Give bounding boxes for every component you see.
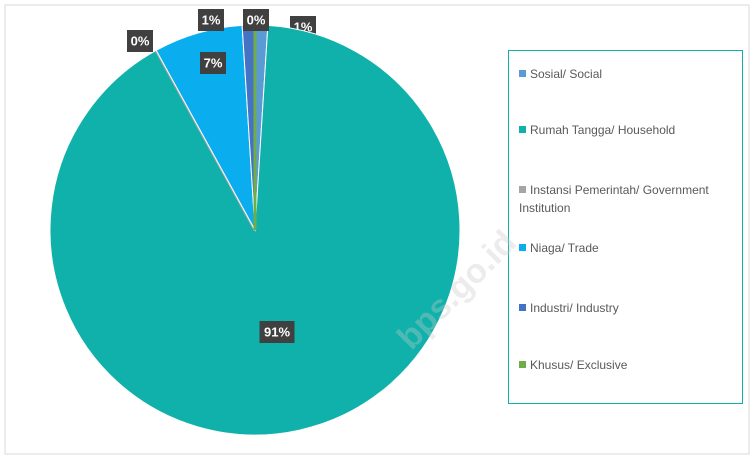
legend-label: Khusus/ Exclusive	[530, 358, 628, 372]
legend-label: Rumah Tangga/ Household	[530, 123, 676, 137]
data-label-text: 0%	[131, 33, 150, 48]
data-label: 7%	[200, 52, 226, 74]
legend-swatch	[519, 244, 526, 251]
data-label: 1%	[198, 9, 224, 31]
legend-label: Industri/ Industry	[530, 301, 619, 315]
legend-item: Instansi Pemerintah/ Government Institut…	[519, 181, 741, 217]
data-label: 0%	[243, 9, 269, 31]
legend-swatch	[519, 361, 526, 368]
data-label-text: 7%	[204, 55, 223, 70]
legend-item: Khusus/ Exclusive	[519, 356, 741, 374]
legend-label: Instansi Pemerintah/ Government Institut…	[519, 183, 709, 215]
legend-item: Rumah Tangga/ Household	[519, 121, 741, 139]
legend-item: Niaga/ Trade	[519, 239, 741, 257]
legend-label: Niaga/ Trade	[530, 241, 599, 255]
legend: Sosial/ Social Rumah Tangga/ Household Ins…	[508, 50, 743, 404]
data-label-text: 1%	[202, 12, 221, 27]
data-label: 91%	[259, 321, 295, 343]
legend-item: Industri/ Industry	[519, 299, 741, 317]
legend-item: Sosial/ Social	[519, 65, 741, 83]
data-label-box	[127, 30, 153, 52]
data-label: 0%	[127, 30, 153, 52]
legend-swatch	[519, 70, 526, 77]
legend-swatch	[519, 186, 526, 193]
legend-swatch	[519, 304, 526, 311]
chart-border	[4, 4, 750, 455]
pie-slice	[49, 24, 461, 436]
data-label-text: 91%	[264, 324, 290, 339]
data-label-box	[200, 52, 226, 74]
data-label-box	[259, 321, 295, 343]
data-label-box	[198, 9, 224, 31]
legend-swatch	[519, 126, 526, 133]
legend-label: Sosial/ Social	[530, 67, 603, 81]
data-label-box	[243, 9, 269, 31]
data-label-text: 0%	[247, 12, 266, 27]
